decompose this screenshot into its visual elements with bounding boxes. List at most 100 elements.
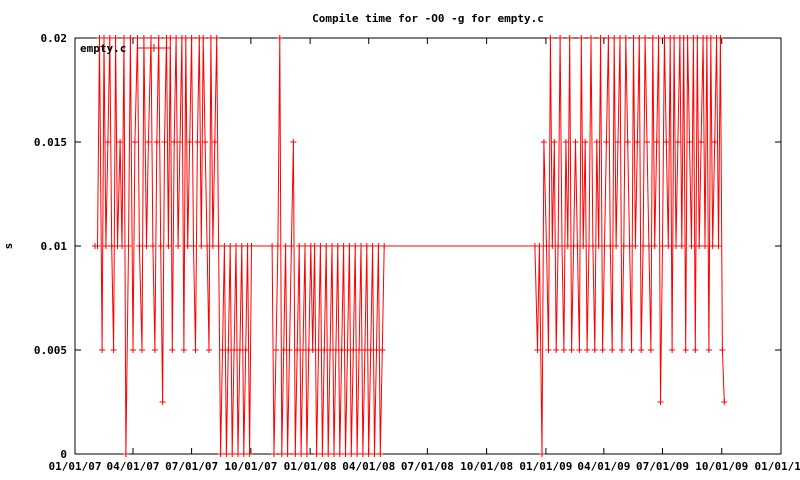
data-point bbox=[379, 347, 386, 353]
data-point bbox=[329, 243, 335, 249]
y-tick-label: 0 bbox=[60, 448, 67, 461]
data-point bbox=[177, 139, 183, 145]
data-point bbox=[131, 139, 138, 145]
data-point bbox=[112, 35, 119, 41]
data-point bbox=[136, 243, 143, 249]
data-point bbox=[361, 347, 368, 353]
data-point bbox=[271, 451, 277, 457]
legend-label: empty.c bbox=[80, 42, 126, 55]
data-point bbox=[564, 243, 571, 249]
data-point bbox=[294, 347, 301, 353]
x-tick-label: 10/01/08 bbox=[460, 460, 513, 473]
data-point bbox=[574, 243, 581, 249]
data-point bbox=[375, 243, 382, 249]
data-point bbox=[188, 35, 195, 41]
data-point bbox=[721, 399, 728, 405]
data-point bbox=[359, 451, 366, 457]
data-point bbox=[336, 451, 343, 457]
data-point bbox=[157, 243, 164, 249]
data-point bbox=[309, 347, 316, 353]
data-point bbox=[572, 139, 579, 145]
data-point bbox=[707, 35, 714, 41]
data-point bbox=[298, 451, 305, 457]
data-point bbox=[696, 243, 703, 249]
x-tick-label: 04/01/07 bbox=[106, 460, 159, 473]
data-point bbox=[282, 243, 289, 249]
data-point bbox=[615, 139, 621, 145]
data-point bbox=[630, 35, 637, 41]
data-point bbox=[591, 347, 598, 353]
data-point bbox=[231, 347, 238, 353]
data-point bbox=[632, 243, 639, 249]
data-point bbox=[317, 243, 324, 249]
data-point bbox=[121, 35, 127, 41]
data-point bbox=[167, 35, 174, 41]
data-point bbox=[207, 35, 214, 41]
x-tick-label: 01/01/10 bbox=[755, 460, 800, 473]
data-point bbox=[578, 35, 585, 41]
data-point bbox=[371, 451, 378, 457]
data-point bbox=[311, 243, 318, 249]
data-point bbox=[290, 139, 297, 145]
data-point bbox=[645, 243, 652, 249]
x-tick-label: 01/01/08 bbox=[284, 460, 337, 473]
data-point bbox=[278, 451, 285, 457]
data-point bbox=[365, 451, 372, 457]
data-point bbox=[651, 243, 658, 249]
y-axis-ticks: 0 0.005 0.01 0.015 0.02 bbox=[34, 32, 781, 461]
data-point bbox=[367, 347, 374, 353]
data-point bbox=[622, 35, 629, 41]
data-point bbox=[678, 243, 685, 249]
data-point bbox=[173, 35, 180, 41]
data-point bbox=[149, 243, 156, 249]
data-point bbox=[165, 243, 172, 249]
data-point bbox=[715, 243, 722, 249]
data-point bbox=[233, 243, 239, 249]
y-tick-label: 0.02 bbox=[41, 32, 68, 45]
data-point bbox=[206, 347, 212, 353]
data-point bbox=[352, 243, 359, 249]
data-point bbox=[661, 35, 668, 41]
data-point bbox=[229, 451, 236, 457]
data-point bbox=[117, 139, 124, 145]
data-point bbox=[204, 243, 211, 249]
data-point bbox=[127, 35, 134, 41]
data-point bbox=[628, 347, 635, 353]
data-point bbox=[300, 347, 306, 353]
data-point bbox=[217, 451, 224, 457]
data-point bbox=[653, 139, 660, 145]
data-point bbox=[182, 35, 189, 41]
data-point bbox=[674, 139, 681, 145]
data-point bbox=[139, 347, 145, 353]
data-point bbox=[373, 347, 380, 353]
y-tick-label: 0.005 bbox=[34, 344, 67, 357]
data-point bbox=[609, 347, 616, 353]
data-point bbox=[246, 451, 253, 457]
data-point bbox=[292, 451, 299, 457]
data-point bbox=[288, 243, 295, 249]
data-point bbox=[102, 243, 109, 249]
data-point bbox=[161, 139, 168, 145]
data-point bbox=[560, 347, 567, 353]
data-point bbox=[640, 243, 647, 249]
x-tick-label: 04/01/09 bbox=[577, 460, 630, 473]
chart-title: Compile time for -O0 -g for empty.c bbox=[312, 12, 544, 25]
data-point bbox=[588, 35, 594, 41]
data-point bbox=[593, 139, 600, 145]
data-point bbox=[536, 243, 543, 249]
data-point bbox=[545, 347, 552, 353]
data-point bbox=[325, 451, 332, 457]
data-point bbox=[159, 399, 166, 405]
data-point bbox=[94, 243, 101, 249]
data-point bbox=[356, 347, 363, 353]
x-tick-label: 01/01/09 bbox=[519, 460, 572, 473]
data-point bbox=[346, 243, 353, 249]
data-point bbox=[634, 139, 641, 145]
data-point bbox=[202, 139, 209, 145]
data-point bbox=[624, 139, 631, 145]
data-point bbox=[576, 347, 583, 353]
x-tick-label: 01/01/07 bbox=[49, 460, 102, 473]
data-point bbox=[238, 243, 245, 249]
data-point bbox=[686, 139, 693, 145]
data-point bbox=[582, 139, 589, 145]
